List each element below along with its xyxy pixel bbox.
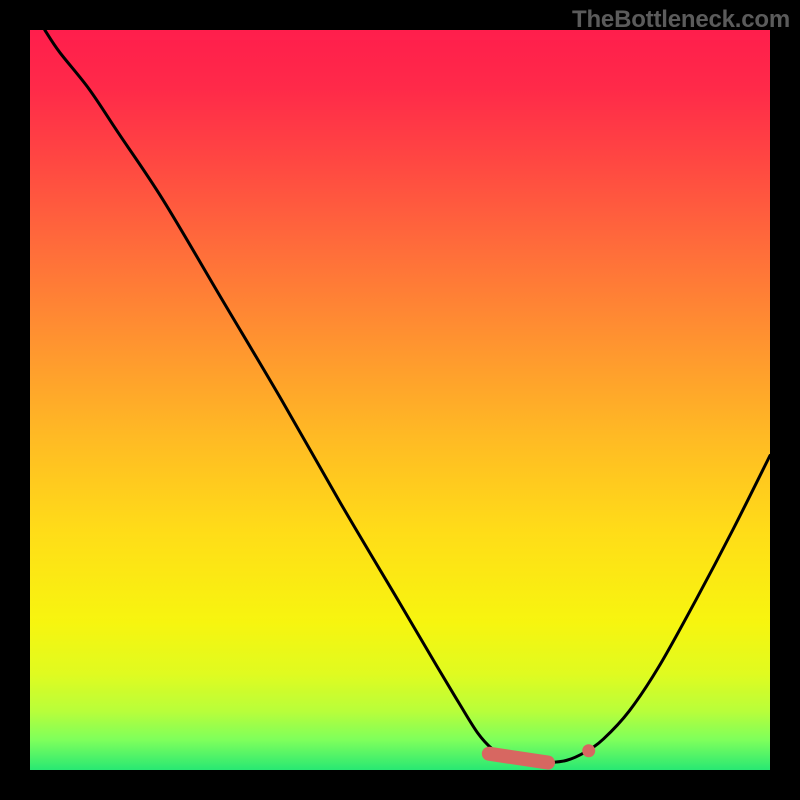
chart-container: { "watermark": { "text": "TheBottleneck.…: [0, 0, 800, 800]
watermark-text: TheBottleneck.com: [572, 6, 790, 34]
optimal-range-marker: [489, 754, 548, 763]
optimal-point-marker: [582, 744, 595, 757]
gradient-background: [30, 30, 770, 770]
bottleneck-curve-chart: [30, 30, 770, 770]
